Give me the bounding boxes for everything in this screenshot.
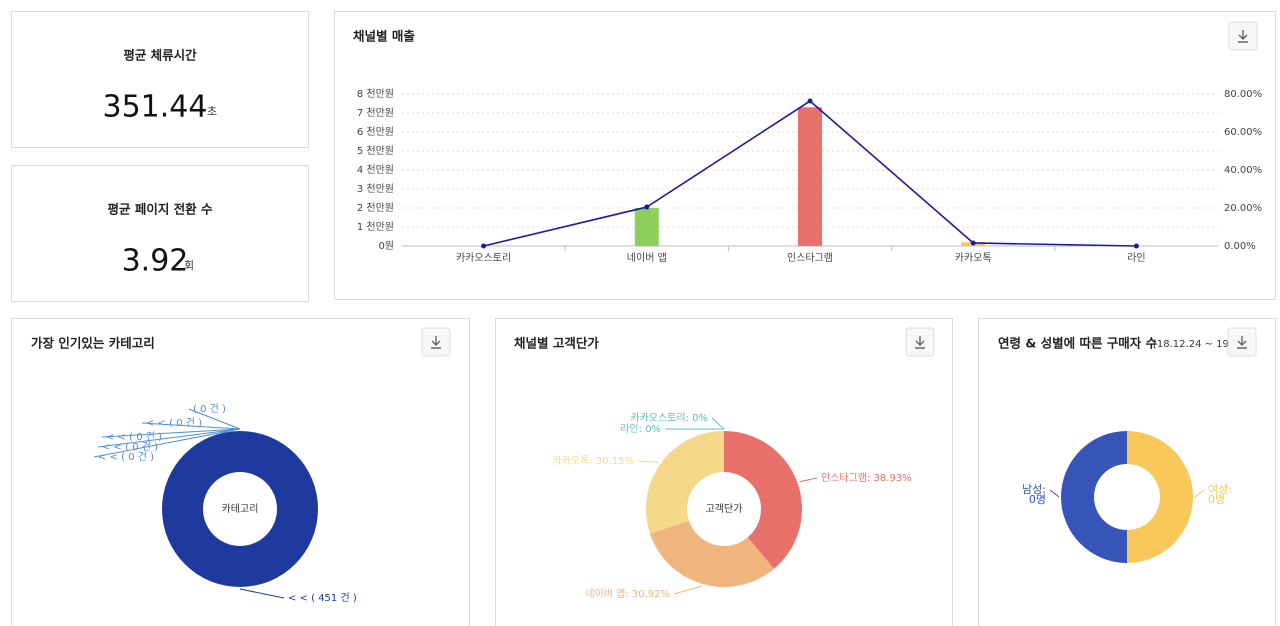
y-tick-label: 7 천만원 <box>357 107 394 119</box>
leader-line <box>637 460 660 463</box>
chart-title: 채널별 고객단가 <box>514 336 599 351</box>
data-label: < < ( 451 건 ) <box>288 592 357 604</box>
y-tick-label: 1 천만원 <box>357 221 394 233</box>
leader-line <box>97 428 241 448</box>
point <box>807 98 813 104</box>
center-label: 카테고리 <box>222 503 259 515</box>
leader-line <box>93 428 241 458</box>
data-label: 라인: 0% <box>620 423 661 435</box>
metric-value: 351.44 <box>103 90 208 125</box>
slice <box>162 431 318 587</box>
slice <box>650 520 774 587</box>
point <box>481 243 487 249</box>
metric-unit: 초 <box>207 105 217 118</box>
x-tick-label: 카카오톡 <box>955 252 992 264</box>
data-label: 카카오스토리: 0% <box>630 412 708 424</box>
data-label: 0명 <box>1029 493 1046 506</box>
download-button[interactable] <box>905 327 935 357</box>
metric-value: 3.92 <box>122 244 189 279</box>
download-button[interactable] <box>421 327 451 357</box>
card <box>978 318 1276 626</box>
x-tick-label: 네이버 앱 <box>627 252 667 264</box>
data-label: 네이버 앱: 30.92% <box>585 588 670 600</box>
leader-line <box>239 588 285 599</box>
y2-tick-label: 80.00% <box>1224 89 1262 100</box>
point <box>644 204 650 210</box>
y2-tick-label: 0.00% <box>1224 241 1256 252</box>
data-label: 0명 <box>1208 493 1225 506</box>
y-tick-label: 6 천만원 <box>357 126 394 138</box>
leader-line <box>673 585 703 595</box>
card-title: 평균 체류시간 <box>123 48 197 63</box>
leader-line <box>141 422 241 430</box>
chart-title: 채널별 매출 <box>353 29 415 44</box>
bar <box>634 208 659 246</box>
legend-label: 여성: <box>1208 483 1232 496</box>
y-tick-label: 3 천만원 <box>357 183 394 195</box>
metric-unit: 회 <box>184 259 194 272</box>
card-title: 평균 페이지 전환 수 <box>107 202 213 217</box>
chart-title: 연령 & 성별에 따른 구매자 수 <box>998 336 1158 351</box>
leader-line <box>799 477 818 483</box>
slice <box>1127 431 1193 563</box>
x-tick-label: 카카오스토리 <box>456 252 511 264</box>
point <box>1133 243 1139 249</box>
center-label: 고객단가 <box>706 503 743 515</box>
y2-tick-label: 60.00% <box>1224 127 1262 138</box>
leader-line <box>188 408 241 430</box>
leader-line <box>711 417 725 430</box>
y-tick-label: 0원 <box>378 240 394 252</box>
data-label: ( 0 건 ) <box>193 403 226 415</box>
x-tick-label: 인스타그램 <box>787 252 833 264</box>
y-tick-label: 2 천만원 <box>357 202 394 214</box>
data-label: < < ( 0 건 ) <box>106 431 162 443</box>
bar <box>798 107 822 246</box>
slice <box>1061 431 1127 563</box>
data-label: 카카오톡: 30.15% <box>553 455 634 467</box>
title-group: 연령 & 성별에 따른 구매자 수 [18.12.24 ~ 19.01 <box>998 336 1245 351</box>
legend-label: 남성: <box>1022 483 1046 496</box>
download-button[interactable] <box>1228 21 1258 51</box>
data-label: < < ( 0 건 ) <box>102 441 158 453</box>
y-tick-label: 5 천만원 <box>357 145 394 157</box>
data-label: < < ( 0 건 ) <box>98 451 154 463</box>
chart-title: 가장 인기있는 카테고리 <box>31 336 155 351</box>
card <box>11 165 309 302</box>
leader-line <box>1194 489 1205 498</box>
data-label: 인스타그램: 38.93% <box>821 472 912 484</box>
leader-line <box>101 428 241 438</box>
data-label: < < ( 0 건 ) <box>146 417 202 429</box>
chart-subtitle: [18.12.24 ~ 19.01 <box>1153 339 1245 350</box>
y2-tick-label: 20.00% <box>1224 203 1262 214</box>
y-tick-label: 8 천만원 <box>357 88 394 100</box>
y2-tick-label: 40.00% <box>1224 165 1262 176</box>
slice <box>724 431 803 569</box>
x-tick-label: 라인 <box>1127 252 1145 264</box>
download-button[interactable] <box>1227 327 1257 357</box>
card <box>11 11 309 148</box>
point <box>970 240 976 246</box>
y-tick-label: 4 천만원 <box>357 164 394 176</box>
leader-line <box>1049 489 1060 498</box>
slice <box>645 431 724 534</box>
